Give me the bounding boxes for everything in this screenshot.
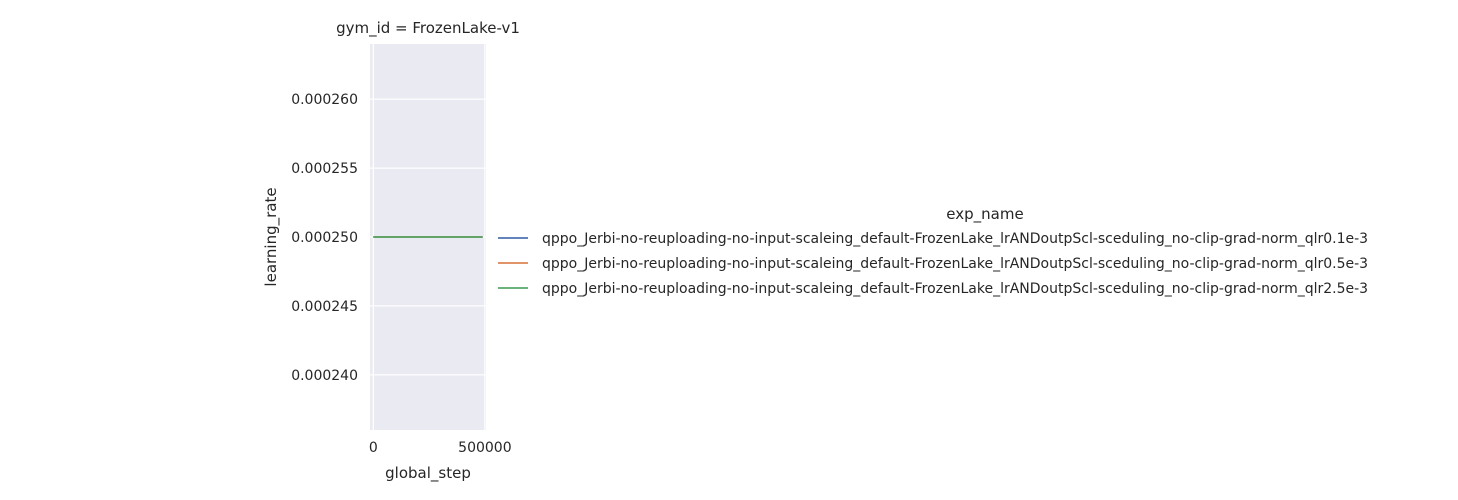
y-tick-label: 0.000245 — [291, 299, 358, 315]
gridlines — [370, 44, 486, 430]
legend-label: qppo_Jerbi-no-reuploading-no-input-scale… — [542, 256, 1368, 272]
y-axis-ticks: 0.000240 0.000245 0.000250 0.000255 0.000260 — [291, 92, 358, 384]
y-tick-label: 0.000250 — [291, 230, 358, 246]
legend: exp_name qppo_Jerbi-no-reuploading-no-in… — [498, 205, 1368, 297]
y-tick-label: 0.000260 — [291, 92, 358, 108]
legend-label: qppo_Jerbi-no-reuploading-no-input-scale… — [542, 231, 1368, 247]
y-axis-label: learning_rate — [262, 187, 281, 286]
y-tick-label: 0.000240 — [291, 368, 358, 384]
x-tick-label: 500000 — [458, 440, 511, 456]
legend-title: exp_name — [946, 205, 1023, 224]
legend-items: qppo_Jerbi-no-reuploading-no-input-scale… — [498, 231, 1368, 297]
y-tick-label: 0.000255 — [291, 161, 358, 177]
x-axis-label: global_step — [385, 464, 471, 483]
chart-title: gym_id = FrozenLake-v1 — [336, 19, 520, 38]
legend-label: qppo_Jerbi-no-reuploading-no-input-scale… — [542, 281, 1368, 297]
x-tick-label: 0 — [369, 440, 378, 456]
x-axis-ticks: 0 500000 — [369, 440, 512, 456]
